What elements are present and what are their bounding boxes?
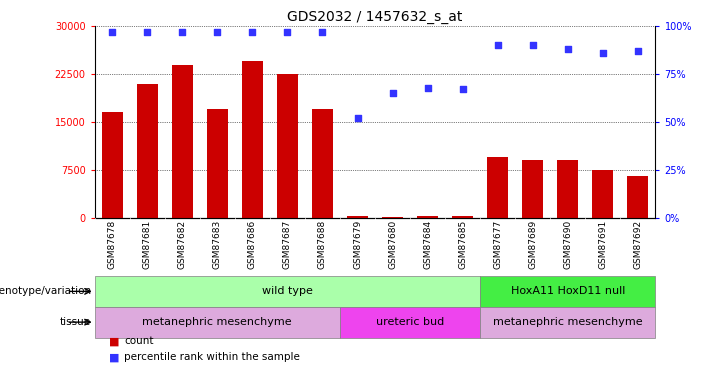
Text: GSM87691: GSM87691: [599, 220, 607, 269]
Point: [387, 90, 398, 96]
Bar: [627, 176, 648, 218]
Point: [352, 115, 363, 121]
Bar: [382, 217, 403, 218]
Text: GSM87679: GSM87679: [353, 220, 362, 269]
Text: GSM87687: GSM87687: [283, 220, 292, 269]
Title: GDS2032 / 1457632_s_at: GDS2032 / 1457632_s_at: [287, 10, 463, 24]
Bar: [95, 276, 480, 307]
Text: metanephric mesenchyme: metanephric mesenchyme: [493, 317, 643, 327]
Point: [142, 29, 153, 35]
Text: GSM87682: GSM87682: [178, 220, 186, 269]
Point: [282, 29, 293, 35]
Text: GSM87688: GSM87688: [318, 220, 327, 269]
Bar: [277, 74, 298, 218]
Text: GSM87681: GSM87681: [143, 220, 151, 269]
Text: ■: ■: [109, 336, 119, 346]
Bar: [172, 64, 193, 218]
Text: GSM87678: GSM87678: [108, 220, 116, 269]
Bar: [480, 307, 655, 338]
Text: metanephric mesenchyme: metanephric mesenchyme: [142, 317, 292, 327]
Bar: [312, 109, 333, 218]
Text: wild type: wild type: [262, 286, 313, 296]
Point: [457, 87, 468, 93]
Bar: [417, 216, 438, 218]
Text: GSM87692: GSM87692: [634, 220, 642, 269]
Text: GSM87677: GSM87677: [494, 220, 502, 269]
Bar: [522, 160, 543, 218]
Text: GSM87685: GSM87685: [458, 220, 467, 269]
Point: [422, 85, 433, 91]
Bar: [480, 276, 655, 307]
Point: [562, 46, 573, 52]
Bar: [95, 307, 340, 338]
Bar: [102, 112, 123, 218]
Point: [247, 29, 258, 35]
Point: [527, 42, 538, 48]
Text: count: count: [124, 336, 154, 346]
Bar: [452, 216, 473, 218]
Text: GSM87686: GSM87686: [248, 220, 257, 269]
Bar: [137, 84, 158, 218]
Text: ureteric bud: ureteric bud: [376, 317, 444, 327]
Point: [317, 29, 328, 35]
Point: [597, 50, 608, 56]
Bar: [592, 170, 613, 218]
Text: tissue: tissue: [60, 317, 91, 327]
Point: [107, 29, 118, 35]
Text: GSM87689: GSM87689: [529, 220, 537, 269]
Text: GSM87680: GSM87680: [388, 220, 397, 269]
Point: [492, 42, 503, 48]
Point: [177, 29, 188, 35]
Text: HoxA11 HoxD11 null: HoxA11 HoxD11 null: [510, 286, 625, 296]
Text: percentile rank within the sample: percentile rank within the sample: [124, 352, 300, 362]
Text: GSM87684: GSM87684: [423, 220, 432, 269]
Bar: [340, 307, 480, 338]
Text: ■: ■: [109, 352, 119, 362]
Text: GSM87683: GSM87683: [213, 220, 222, 269]
Text: GSM87690: GSM87690: [564, 220, 572, 269]
Text: genotype/variation: genotype/variation: [0, 286, 91, 296]
Bar: [487, 157, 508, 218]
Bar: [207, 109, 228, 218]
Bar: [557, 160, 578, 218]
Bar: [242, 62, 263, 218]
Bar: [347, 216, 368, 218]
Point: [632, 48, 644, 54]
Point: [212, 29, 223, 35]
